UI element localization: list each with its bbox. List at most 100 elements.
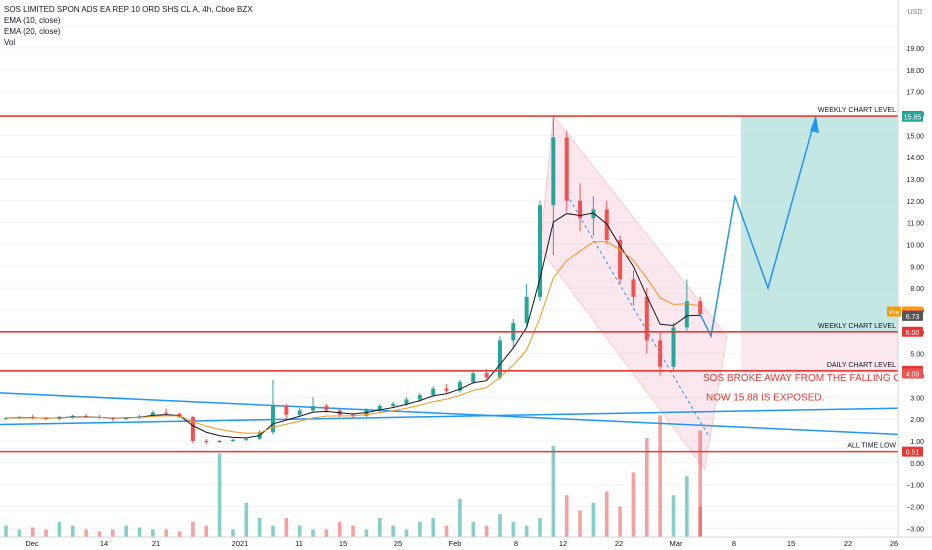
vol-legend: Vol xyxy=(4,38,16,47)
y-tick-label: −1.00 xyxy=(906,483,924,490)
level-label: ALL TIME LOW xyxy=(847,443,896,450)
ema20-line xyxy=(5,241,701,434)
y-tick-label: −2.00 xyxy=(906,504,924,511)
volume-bar xyxy=(231,529,235,537)
candle-body xyxy=(417,395,422,400)
candle-body xyxy=(297,410,302,415)
candle-body xyxy=(644,296,649,341)
candle-body xyxy=(564,137,569,201)
candle-body xyxy=(311,406,316,411)
target-zone xyxy=(741,116,898,332)
volume-bar xyxy=(431,518,435,537)
volume-bar xyxy=(458,499,462,537)
projection-path xyxy=(699,115,817,339)
candle-body xyxy=(150,412,155,417)
volume-bar xyxy=(124,525,128,537)
y-tick-label: 3.00 xyxy=(910,395,924,402)
candle-body xyxy=(538,205,542,297)
currency-label: USD xyxy=(908,9,923,16)
volume-bar xyxy=(244,502,249,537)
volume-bar xyxy=(551,445,556,537)
y-tick-label: 10.00 xyxy=(906,242,924,249)
candle-body xyxy=(471,373,476,382)
x-tick-label: 8 xyxy=(732,539,736,548)
volume-bar xyxy=(631,472,636,537)
trend-line-rising xyxy=(0,407,899,426)
candle-body xyxy=(204,440,209,443)
y-tick-label: 8.00 xyxy=(910,286,924,293)
y-tick-label: 11.00 xyxy=(907,221,924,228)
level-price-tag: 6.00 xyxy=(906,330,920,337)
candle-body xyxy=(551,137,556,206)
x-tick-label: 26 xyxy=(890,539,898,548)
volume-bar xyxy=(4,525,8,537)
x-tick-label: Dec xyxy=(25,539,39,548)
candle-body xyxy=(244,438,249,440)
volume-bar xyxy=(364,529,369,537)
volume-bar xyxy=(297,525,302,537)
ema10-legend: EMA (10, close) xyxy=(4,16,61,25)
candle-body xyxy=(444,388,449,391)
volume-bar xyxy=(645,438,649,537)
price-tag-bg xyxy=(902,111,923,122)
candle-body xyxy=(70,415,75,417)
x-tick-label: 25 xyxy=(394,539,402,548)
volume-bar xyxy=(97,531,102,537)
candle-body xyxy=(391,403,396,406)
candle-body xyxy=(164,412,169,414)
volume-bar xyxy=(591,502,596,537)
volume-bar xyxy=(484,525,489,537)
y-tick-label: 18.00 xyxy=(906,68,924,75)
x-tick-label: Mar xyxy=(670,539,683,548)
candle-body xyxy=(217,440,222,443)
price-axis-bg xyxy=(898,0,932,550)
level-price-tag: 0.51 xyxy=(906,450,920,457)
ema20-legend: EMA (20, close) xyxy=(4,27,61,36)
pre-tag-bg xyxy=(887,306,901,317)
volume-bar xyxy=(671,495,676,537)
volume-bar xyxy=(204,525,209,537)
candle-body xyxy=(324,406,329,411)
candle-body xyxy=(658,340,663,367)
x-tick-label: 15 xyxy=(339,539,347,548)
volume-bar xyxy=(311,529,315,537)
annotation-line1: SOS BROKE AWAY FROM THE FALLING CHANN xyxy=(703,373,929,384)
volume-bar xyxy=(351,525,355,537)
pre-tag-label: Pre xyxy=(889,309,900,316)
x-tick-label: 14 xyxy=(100,539,108,548)
candle-body xyxy=(618,240,623,280)
x-tick-label: 8 xyxy=(514,539,518,548)
volume-bar xyxy=(418,521,422,537)
price-tag: 15.85 xyxy=(904,115,922,122)
candle-body xyxy=(497,340,502,378)
x-tick-label: 22 xyxy=(615,539,623,548)
candle-body xyxy=(684,301,689,328)
volume-bar xyxy=(685,476,689,537)
volume-bar xyxy=(177,531,182,537)
volume-bar xyxy=(111,529,115,537)
y-tick-label: −3.00 xyxy=(906,526,924,533)
volume-bar xyxy=(444,525,449,537)
volume-bar xyxy=(284,518,289,537)
price-tag-bg xyxy=(902,310,923,321)
candle-body xyxy=(671,327,676,367)
level-label: WEEKLY CHART LEVEL xyxy=(818,323,896,330)
volume-bar xyxy=(471,521,476,537)
volume-bar xyxy=(151,529,155,537)
level-price-tag-bg xyxy=(902,326,923,337)
y-tick-label: 12.00 xyxy=(906,199,924,206)
candle-body xyxy=(457,381,462,391)
x-tick-label: 21 xyxy=(152,539,160,548)
x-tick-label: Feb xyxy=(449,539,462,548)
annotation-line2: NOW 15.88 IS EXPOSED. xyxy=(706,393,824,404)
x-tick-label: 11 xyxy=(295,539,303,548)
candle-body xyxy=(364,410,369,416)
y-tick-label: 17.00 xyxy=(906,90,924,97)
candle-body xyxy=(578,200,583,219)
candle-body xyxy=(524,296,529,324)
price-tag: 4.09 xyxy=(906,371,920,378)
y-tick-label: 13.00 xyxy=(906,177,924,184)
candle-body xyxy=(404,399,409,404)
candle-body xyxy=(230,439,235,441)
